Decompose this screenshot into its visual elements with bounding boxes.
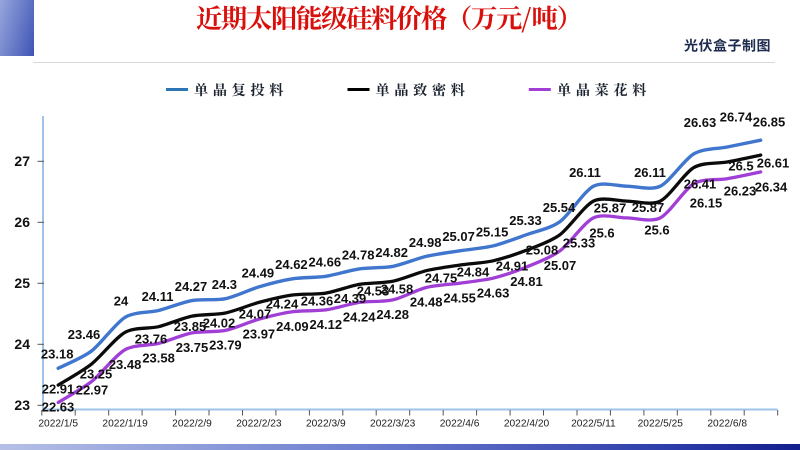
svg-text:24.98: 24.98 [409, 235, 442, 250]
svg-text:24.39: 24.39 [334, 291, 367, 306]
svg-text:2022/4/6: 2022/4/6 [440, 419, 480, 430]
svg-text:22.97: 22.97 [76, 383, 109, 398]
svg-text:2022/4/20: 2022/4/20 [504, 419, 550, 430]
svg-text:25.33: 25.33 [509, 213, 542, 228]
svg-text:24.58: 24.58 [381, 282, 414, 297]
svg-text:24.12: 24.12 [310, 317, 343, 332]
svg-text:25.87: 25.87 [632, 200, 665, 215]
svg-text:24.24: 24.24 [266, 297, 299, 312]
svg-text:26.11: 26.11 [634, 165, 666, 180]
svg-text:23.85: 23.85 [174, 319, 207, 334]
svg-text:26.23: 26.23 [724, 184, 757, 199]
svg-text:2022/1/19: 2022/1/19 [102, 419, 148, 430]
svg-text:24.63: 24.63 [477, 285, 510, 300]
svg-text:25.87: 25.87 [594, 201, 627, 216]
svg-text:2022/3/23: 2022/3/23 [370, 419, 416, 430]
svg-text:23.25: 23.25 [80, 367, 113, 382]
svg-text:25.15: 25.15 [476, 224, 509, 239]
svg-text:23.76: 23.76 [135, 332, 168, 347]
svg-text:26.11: 26.11 [569, 165, 601, 180]
svg-text:2022/2/9: 2022/2/9 [172, 419, 212, 430]
svg-text:23.58: 23.58 [142, 351, 175, 366]
svg-text:26.74: 26.74 [720, 110, 753, 125]
svg-text:24.36: 24.36 [301, 294, 334, 309]
svg-text:23.79: 23.79 [209, 338, 242, 353]
svg-text:2022/2/23: 2022/2/23 [236, 419, 282, 430]
svg-text:23.75: 23.75 [176, 340, 209, 355]
svg-text:2022/6/8: 2022/6/8 [707, 419, 747, 430]
svg-text:26.5: 26.5 [728, 159, 753, 174]
svg-text:22.91: 22.91 [42, 382, 75, 397]
svg-text:24.28: 24.28 [376, 307, 409, 322]
svg-text:2022/3/9: 2022/3/9 [306, 419, 346, 430]
svg-text:23.18: 23.18 [41, 347, 74, 362]
svg-text:24.81: 24.81 [510, 274, 543, 289]
svg-text:2022/5/25: 2022/5/25 [638, 419, 684, 430]
svg-text:25.07: 25.07 [442, 229, 475, 244]
svg-text:26.61: 26.61 [757, 156, 790, 171]
svg-text:26: 26 [14, 214, 30, 230]
svg-text:24.82: 24.82 [375, 245, 408, 260]
svg-text:2022/5/11: 2022/5/11 [571, 419, 616, 430]
svg-text:2022/1/5: 2022/1/5 [38, 419, 78, 430]
svg-text:24.07: 24.07 [239, 307, 272, 322]
svg-text:26.63: 26.63 [684, 115, 717, 130]
svg-text:23.97: 23.97 [243, 326, 276, 341]
svg-text:24.11: 24.11 [142, 289, 174, 304]
svg-text:24.91: 24.91 [496, 259, 529, 274]
svg-text:24.78: 24.78 [342, 247, 375, 262]
svg-text:25.07: 25.07 [544, 258, 577, 273]
svg-text:24.24: 24.24 [343, 310, 376, 325]
svg-text:25: 25 [14, 275, 30, 291]
svg-text:24.62: 24.62 [275, 257, 308, 272]
svg-text:24.02: 24.02 [203, 316, 236, 331]
svg-text:24.48: 24.48 [410, 295, 443, 310]
svg-text:24.84: 24.84 [457, 265, 490, 280]
svg-text:24.09: 24.09 [276, 319, 309, 334]
svg-text:24: 24 [114, 294, 129, 309]
svg-text:24.53: 24.53 [357, 284, 390, 299]
svg-text:23: 23 [14, 397, 30, 413]
svg-text:23.48: 23.48 [109, 357, 142, 372]
svg-text:26.15: 26.15 [690, 196, 723, 211]
svg-text:26.34: 26.34 [755, 180, 788, 195]
svg-text:24.55: 24.55 [443, 290, 476, 305]
svg-text:25.6: 25.6 [589, 226, 614, 241]
svg-text:24.3: 24.3 [212, 277, 237, 292]
svg-text:25.6: 25.6 [644, 223, 669, 238]
svg-text:26.41: 26.41 [684, 177, 717, 192]
svg-text:25.54: 25.54 [543, 200, 576, 215]
svg-text:24.27: 24.27 [175, 279, 208, 294]
svg-text:24.66: 24.66 [309, 255, 342, 270]
svg-text:26.85: 26.85 [753, 115, 786, 130]
svg-text:25.33: 25.33 [563, 236, 596, 251]
svg-text:24.75: 24.75 [425, 271, 458, 286]
svg-text:24.49: 24.49 [242, 265, 275, 280]
svg-text:23.46: 23.46 [68, 327, 101, 342]
svg-text:25.08: 25.08 [526, 243, 559, 258]
svg-text:27: 27 [14, 153, 30, 169]
svg-text:24: 24 [14, 336, 30, 352]
svg-text:22.63: 22.63 [42, 400, 75, 415]
